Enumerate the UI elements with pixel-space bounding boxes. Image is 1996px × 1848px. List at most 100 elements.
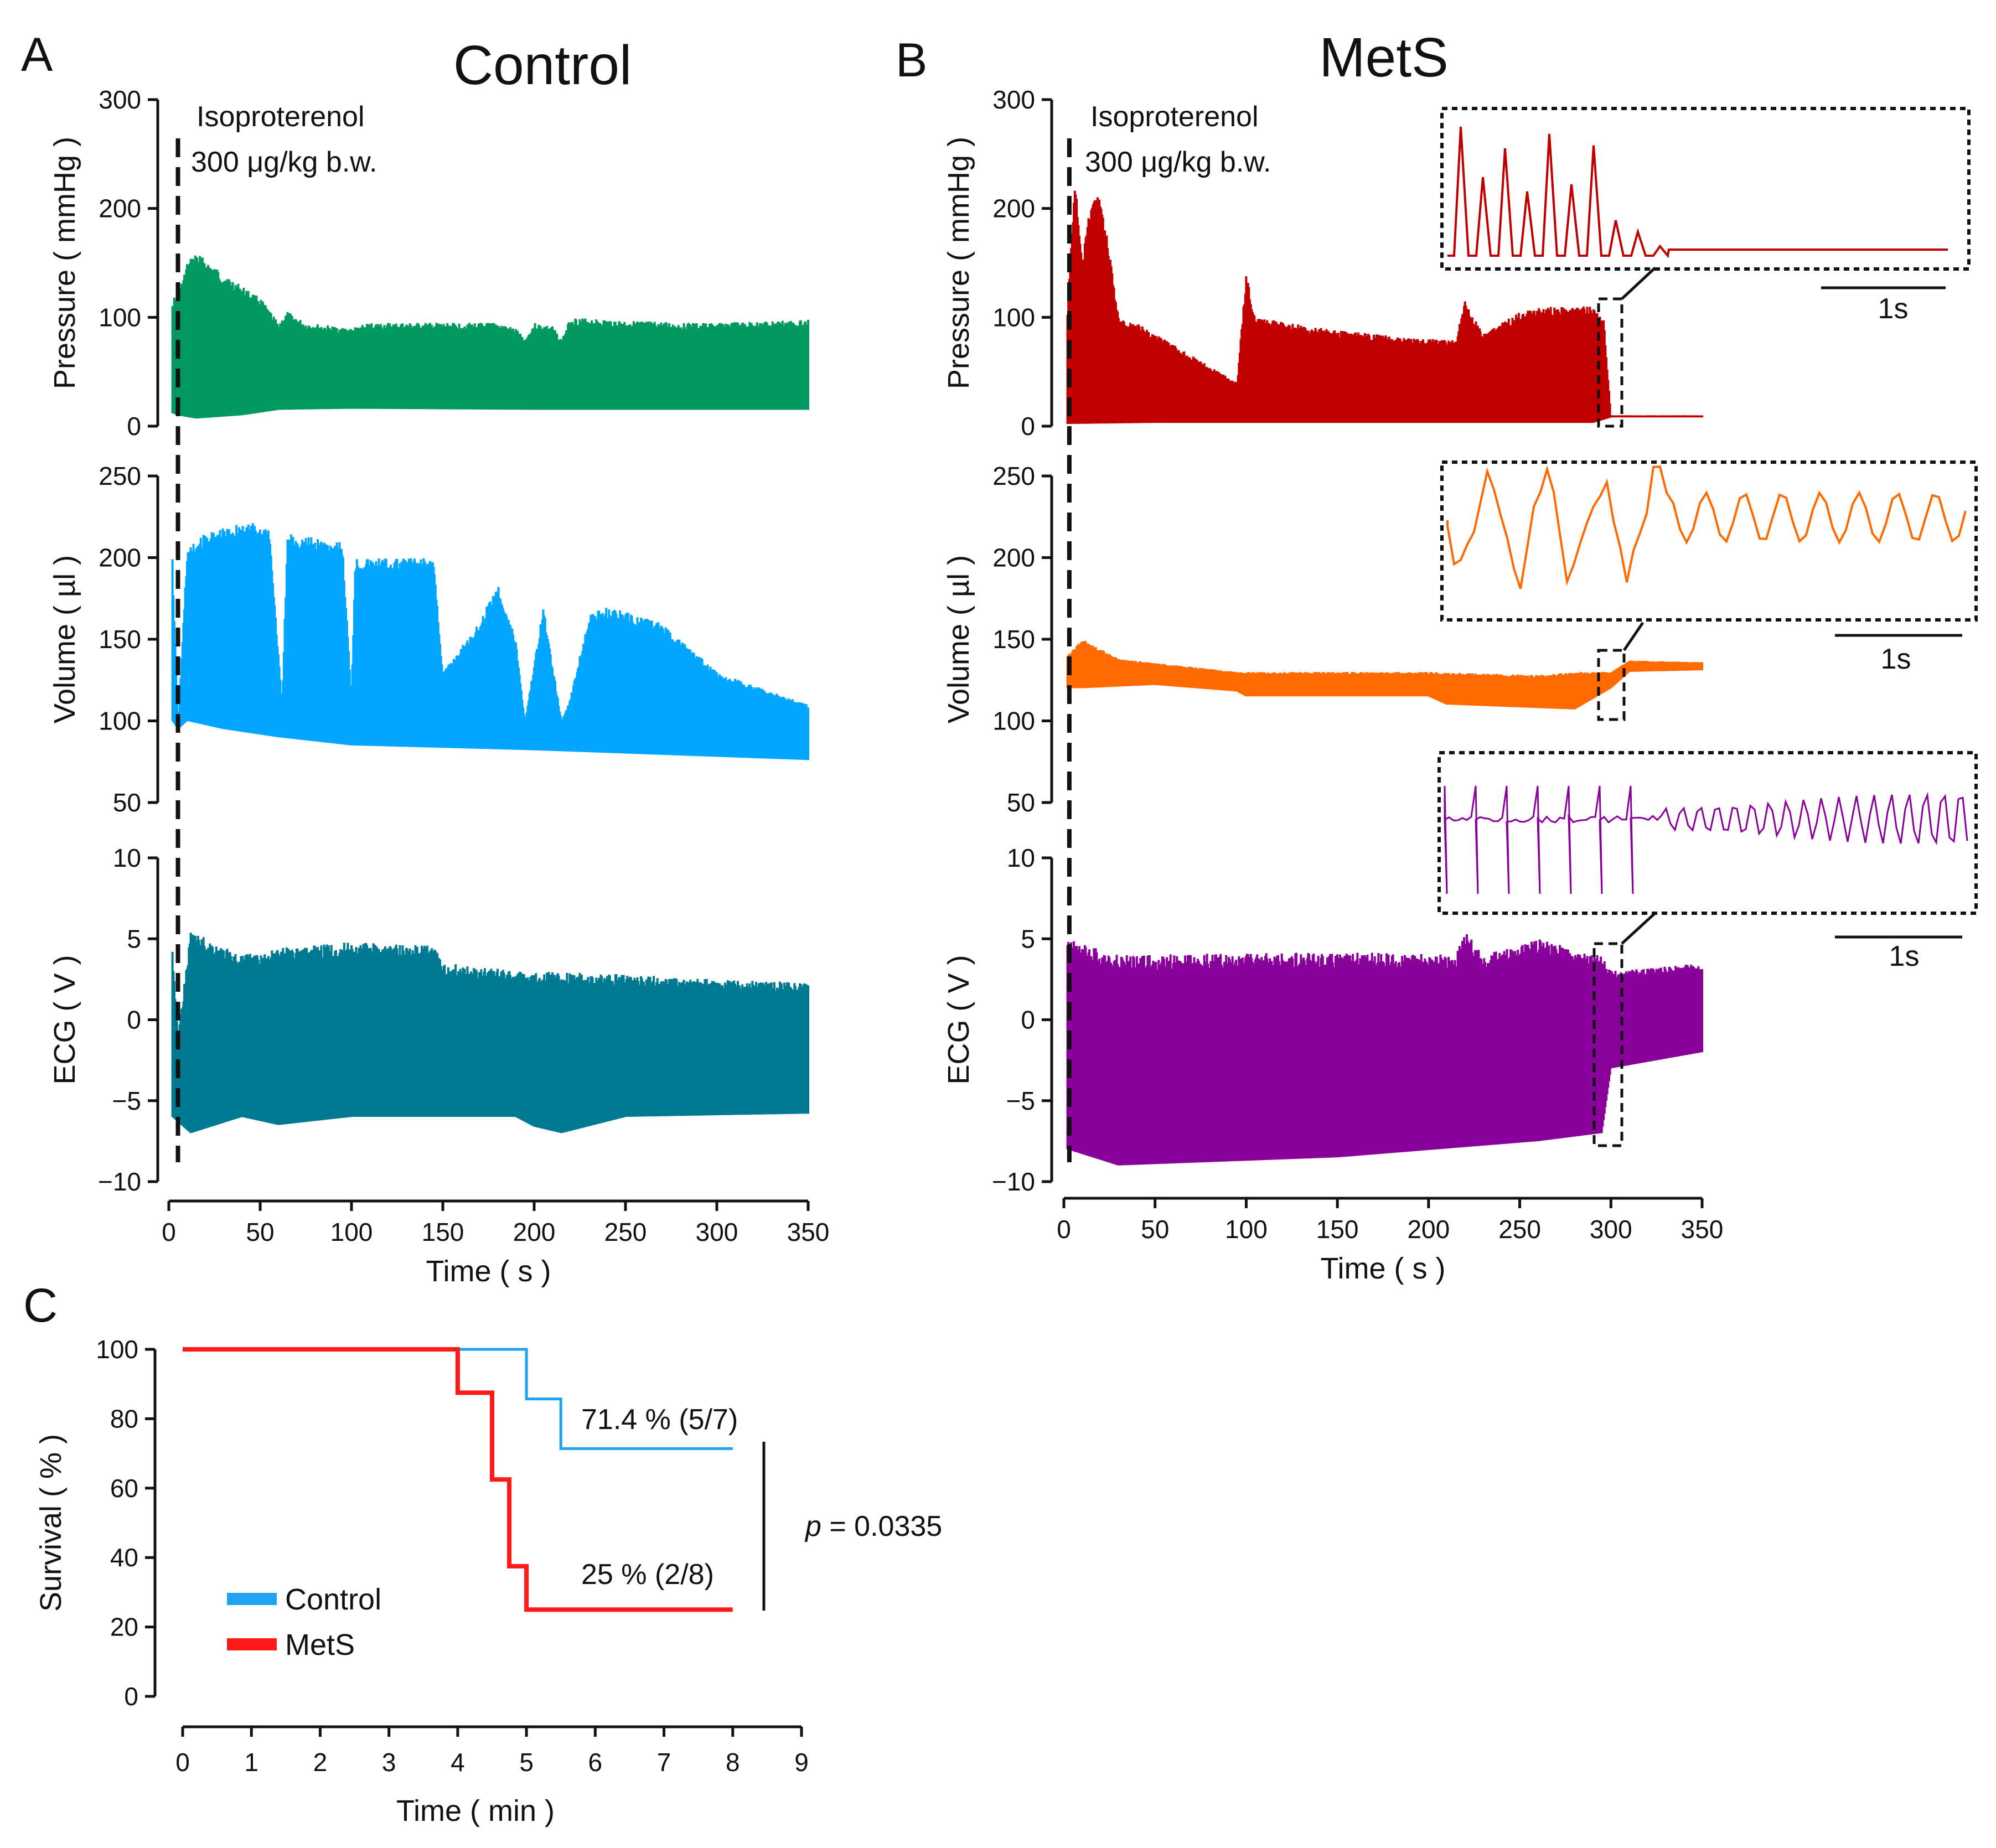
drug-label-b-line1: Isoproterenol — [1090, 101, 1259, 133]
y-tick-label-volume: 100 — [992, 707, 1035, 736]
survival-x-axis-title: Time ( min ) — [396, 1794, 555, 1828]
p-symbol: p — [804, 1510, 821, 1542]
drug-label-a-line2: 300 μg/kg b.w. — [191, 146, 377, 178]
panel-letter-c: C — [23, 1279, 58, 1332]
y-tick-label-ecg: −10 — [98, 1167, 141, 1196]
y-tick-label-pressure: 300 — [992, 85, 1035, 114]
x-tick-label-b: 50 — [1141, 1215, 1169, 1244]
y-tick-label-volume: 200 — [99, 543, 141, 572]
x-tick-label-b: 300 — [1590, 1215, 1632, 1244]
y-tick-label-pressure: 100 — [992, 303, 1035, 332]
y-tick-label-ecg: 5 — [127, 924, 141, 953]
y-tick-label-pressure: 200 — [99, 194, 141, 223]
x-tick-label-a: 350 — [787, 1218, 830, 1246]
survival-label-control: 71.4 % (5/7) — [581, 1404, 738, 1436]
legend-label-control: Control — [285, 1583, 381, 1616]
survival-x-tick-label: 3 — [382, 1748, 396, 1777]
survival-x-tick-label: 1 — [244, 1748, 258, 1777]
inset-volume-box — [1440, 460, 1978, 622]
x-tick-label-b: 250 — [1498, 1215, 1541, 1244]
y-tick-label-pressure: 100 — [99, 303, 141, 332]
x-tick-label-b: 0 — [1057, 1215, 1071, 1244]
y-tick-label-volume: 150 — [992, 625, 1035, 654]
y-tick-label-volume: 200 — [992, 543, 1035, 572]
survival-x-tick-label: 8 — [726, 1748, 740, 1777]
panel-title-mets: MetS — [1319, 27, 1448, 89]
x-tick-label-a: 100 — [330, 1218, 373, 1246]
y-tick-label-ecg: −10 — [992, 1167, 1035, 1196]
y-tick-label-pressure: 0 — [1021, 412, 1035, 441]
drug-label-a-line1: Isoproterenol — [197, 101, 365, 133]
y-axis-title-pressure: Pressure ( mmHg ) — [48, 137, 81, 389]
y-axis-title-ecg: ECG ( V ) — [942, 955, 975, 1084]
scale-label-ecg: 1s — [1889, 940, 1920, 972]
x-tick-label-b: 150 — [1316, 1215, 1359, 1244]
x-axis-title-b: Time ( s ) — [1321, 1252, 1446, 1285]
y-tick-label-volume: 100 — [99, 707, 141, 736]
panel-letter-b: B — [896, 34, 927, 87]
survival-y-tick-label: 40 — [110, 1543, 138, 1572]
y-tick-label-volume: 150 — [99, 625, 141, 654]
p-value: = 0.0335 — [821, 1510, 942, 1542]
survival-y-tick-label: 20 — [110, 1613, 138, 1642]
legend-label-mets: MetS — [285, 1628, 355, 1661]
zoom-connector-volume — [1622, 622, 1645, 651]
x-tick-label-b: 200 — [1407, 1215, 1450, 1244]
y-tick-label-ecg: 5 — [1021, 924, 1035, 953]
survival-y-tick-label: 60 — [110, 1474, 138, 1503]
inset-ecg-trace — [1444, 785, 1968, 894]
survival-x-tick-label: 4 — [451, 1748, 465, 1777]
zoom-connector-pressure — [1621, 267, 1656, 300]
y-axis-title-volume: Volume ( µl ) — [48, 555, 81, 723]
inset-volume-trace — [1446, 465, 1967, 589]
x-tick-label-a: 150 — [422, 1218, 464, 1246]
survival-x-tick-label: 6 — [588, 1748, 603, 1777]
inset-ecg-box — [1437, 751, 1978, 915]
panel-c-survival: 0 20 40 60 80 100 Survival ( % ) 0 1 2 3 4 5 6 7 8 9 Time… — [34, 1335, 942, 1828]
y-tick-label-ecg: 0 — [1021, 1006, 1035, 1034]
panel-letter-a: A — [21, 28, 53, 81]
trace-b-pressure — [1066, 190, 1703, 425]
survival-x-tick-label: 5 — [519, 1748, 534, 1777]
inset-traces — [1444, 126, 1968, 894]
x-tick-label-a: 0 — [162, 1218, 176, 1246]
y-axis-title-volume: Volume ( µl ) — [942, 555, 975, 723]
survival-y-axis-title: Survival ( % ) — [34, 1434, 68, 1612]
zoom-boxes: 1s 1s 1s — [1437, 107, 1978, 1147]
x-tick-label-a: 300 — [696, 1218, 738, 1246]
inset-pressure-trace — [1447, 126, 1948, 258]
x-tick-label-a: 50 — [246, 1218, 274, 1246]
y-tick-label-pressure: 0 — [127, 412, 141, 441]
survival-y-tick-label: 0 — [124, 1682, 138, 1711]
y-tick-label-ecg: 0 — [127, 1006, 141, 1034]
y-tick-label-ecg: 10 — [113, 843, 141, 872]
p-value-label: p = 0.0335 — [804, 1510, 942, 1542]
y-tick-label-volume: 50 — [113, 788, 141, 817]
y-tick-label-pressure: 300 — [99, 85, 141, 114]
survival-y-tick-label: 100 — [96, 1335, 138, 1364]
y-axis-title-pressure: Pressure ( mmHg ) — [942, 137, 975, 389]
y-tick-label-volume: 250 — [992, 462, 1035, 490]
survival-x-tick-label: 2 — [313, 1748, 328, 1777]
survival-y-tick-label: 80 — [110, 1404, 138, 1433]
y-tick-label-volume: 250 — [99, 462, 141, 490]
x-tick-label-b: 100 — [1225, 1215, 1268, 1244]
survival-curve-mets — [183, 1347, 733, 1612]
scale-label-volume: 1s — [1881, 643, 1911, 675]
zoom-window-volume — [1597, 649, 1626, 721]
survival-curve-control — [183, 1348, 733, 1450]
scale-label-pressure: 1s — [1878, 293, 1909, 325]
zoom-window-pressure — [1597, 297, 1623, 428]
survival-x-tick-label: 9 — [794, 1748, 809, 1777]
x-tick-label-a: 200 — [513, 1218, 556, 1246]
survival-x-tick-label: 0 — [175, 1748, 190, 1777]
trace-a-ecg — [171, 933, 809, 1133]
zoom-connector-ecg — [1621, 912, 1656, 945]
trace-a-volume — [171, 523, 809, 760]
x-tick-label-a: 250 — [604, 1218, 647, 1246]
inset-pressure-box — [1440, 107, 1971, 271]
drug-label-b-line2: 300 μg/kg b.w. — [1085, 146, 1271, 178]
